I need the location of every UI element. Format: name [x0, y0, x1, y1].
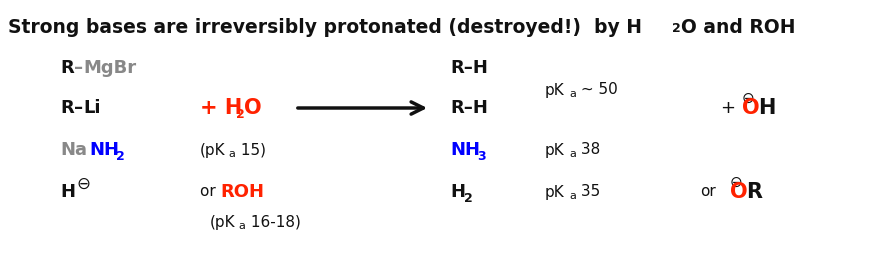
Text: (pK: (pK: [200, 143, 225, 157]
Text: 3: 3: [477, 150, 486, 163]
Text: O: O: [244, 98, 261, 118]
Text: ⊖: ⊖: [742, 90, 755, 106]
Text: ⊖: ⊖: [76, 175, 90, 193]
Text: NH: NH: [450, 141, 480, 159]
Text: NH: NH: [89, 141, 119, 159]
Text: a: a: [569, 149, 576, 159]
Text: 2: 2: [236, 107, 245, 120]
Text: 15): 15): [236, 143, 266, 157]
Text: + H: + H: [200, 98, 242, 118]
Text: 35: 35: [576, 184, 600, 200]
Text: a: a: [228, 149, 235, 159]
Text: 38: 38: [576, 143, 600, 157]
Text: –: –: [74, 99, 83, 117]
Text: –: –: [74, 59, 83, 77]
Text: 2: 2: [672, 22, 681, 35]
Text: or: or: [700, 184, 715, 200]
Text: ~ 50: ~ 50: [576, 83, 618, 97]
Text: Na: Na: [60, 141, 87, 159]
Text: a: a: [569, 191, 576, 201]
Text: a: a: [238, 221, 245, 231]
Text: Strong bases are irreversibly protonated (destroyed!)  by H: Strong bases are irreversibly protonated…: [8, 18, 642, 37]
Text: R: R: [60, 59, 74, 77]
Text: pK: pK: [545, 184, 565, 200]
Text: 16-18): 16-18): [246, 214, 301, 230]
Text: a: a: [569, 89, 576, 99]
Text: H: H: [450, 183, 465, 201]
Text: R: R: [746, 182, 762, 202]
Text: (pK: (pK: [210, 214, 236, 230]
Text: pK: pK: [545, 83, 565, 97]
Text: ⊖: ⊖: [730, 174, 743, 190]
Text: R–H: R–H: [450, 59, 488, 77]
Text: ROH: ROH: [220, 183, 264, 201]
Text: or: or: [200, 184, 221, 200]
Text: pK: pK: [545, 143, 565, 157]
Text: MgBr: MgBr: [83, 59, 136, 77]
Text: +: +: [720, 99, 735, 117]
Text: R: R: [60, 99, 74, 117]
Text: H: H: [758, 98, 775, 118]
Text: O: O: [742, 98, 759, 118]
Text: Li: Li: [83, 99, 100, 117]
Text: H: H: [60, 183, 75, 201]
Text: 2: 2: [116, 150, 125, 163]
Text: O and ROH: O and ROH: [681, 18, 796, 37]
Text: 2: 2: [464, 191, 473, 204]
Text: O: O: [730, 182, 748, 202]
Text: R–H: R–H: [450, 99, 488, 117]
